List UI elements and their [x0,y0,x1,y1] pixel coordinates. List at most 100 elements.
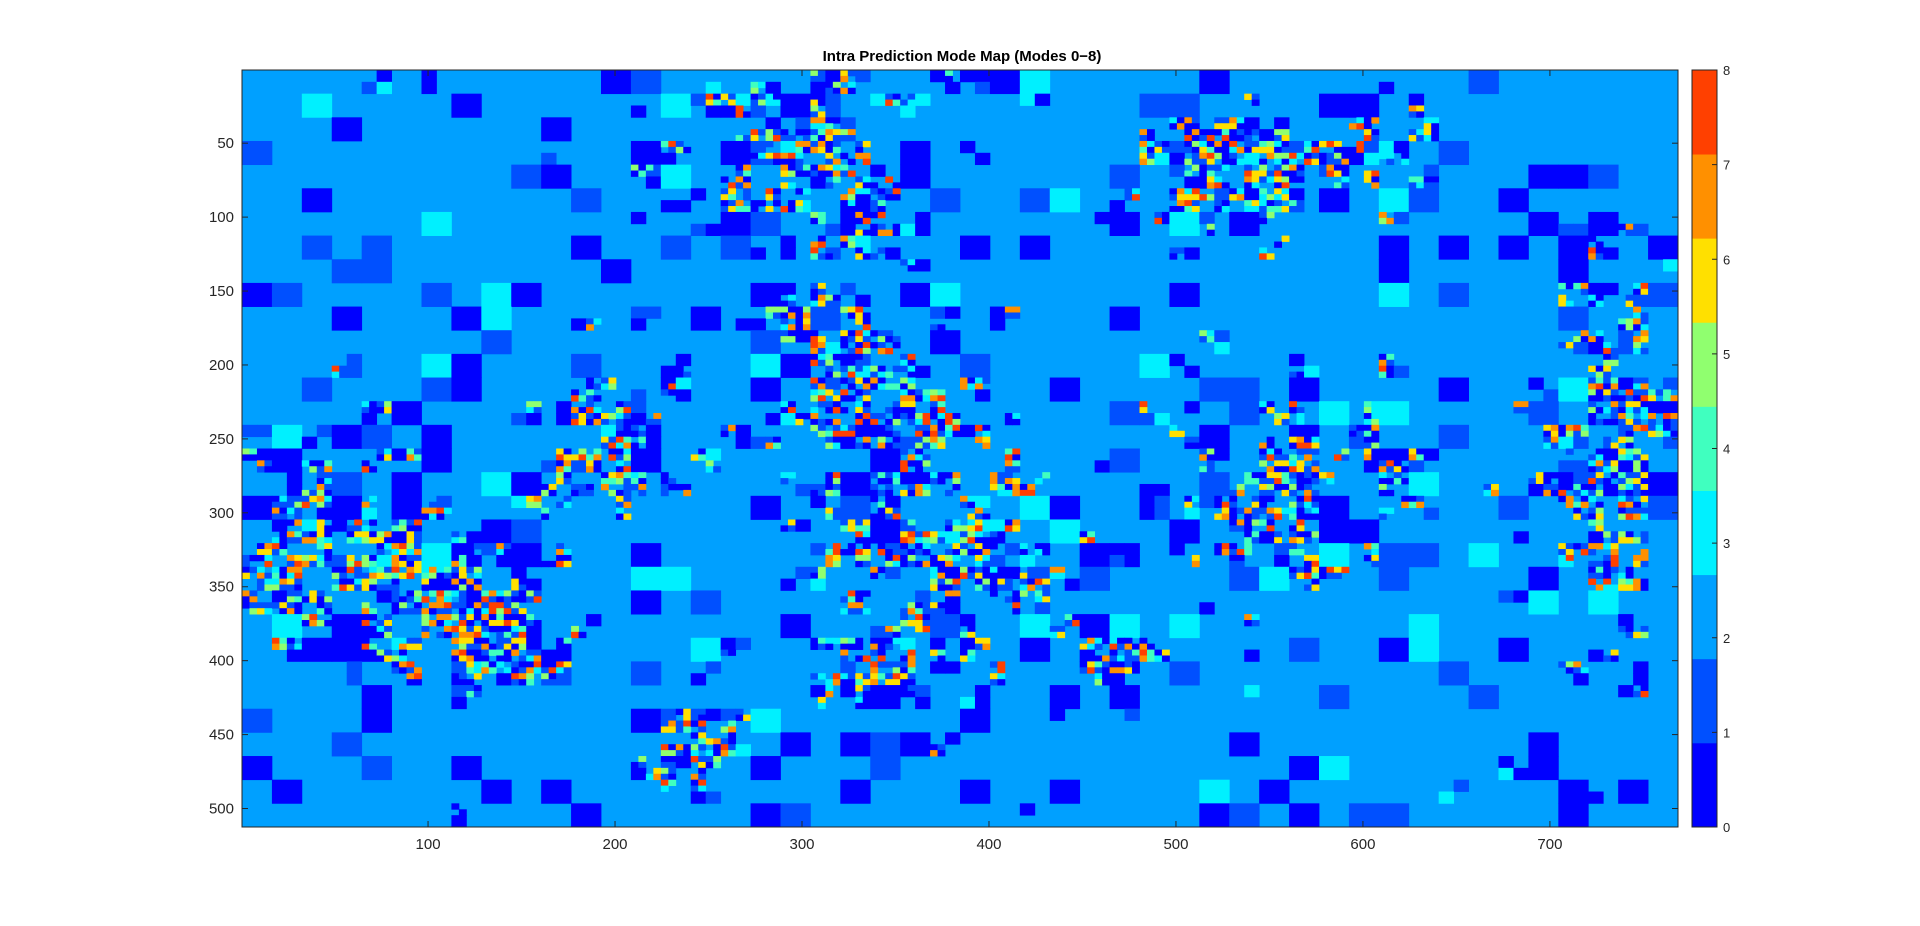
heatmap-cell [810,395,819,402]
heatmap-cell [668,767,677,775]
heatmap-cell [877,336,886,343]
heatmap-cell [660,726,669,733]
heatmap-cell [1169,194,1178,201]
heatmap-cell [862,655,871,662]
heatmap-cell [1214,164,1223,171]
heatmap-cell [1004,543,1021,556]
heatmap-cell [578,454,587,461]
heatmap-cell [1573,483,1582,491]
heatmap-cell [1102,673,1110,680]
heatmap-cell [1595,466,1604,473]
heatmap-cell [915,424,924,432]
heatmap-cell [1087,667,1096,674]
heatmap-cell [1363,123,1372,130]
heatmap-cell [1229,211,1260,236]
heatmap-cell [1663,424,1671,432]
heatmap-cell [309,596,318,603]
heatmap-cell [735,744,751,757]
heatmap-cell [855,146,864,154]
heatmap-cell [683,714,692,721]
heatmap-cell [892,436,901,443]
heatmap-cell [1558,489,1567,497]
heatmap-cell [1670,395,1679,402]
heatmap-cell [787,401,796,408]
heatmap-cell [862,312,871,319]
heatmap-cell [1588,336,1597,343]
y-tick-label: 500 [209,801,234,818]
heatmap-cell [1191,554,1200,562]
heatmap-cell [309,495,318,503]
heatmap-cell [1102,679,1110,686]
heatmap-cell [1670,424,1679,432]
heatmap-cell [511,584,520,591]
heatmap-cell [1333,164,1342,171]
heatmap-cell [660,365,677,378]
heatmap-cell [466,661,475,668]
heatmap-cell [885,371,894,378]
heatmap-cell [563,667,572,674]
heatmap-cell [922,483,931,491]
heatmap-cell [1603,543,1612,550]
heatmap-cell [563,661,572,668]
heatmap-cell [481,655,490,662]
heatmap-cell [892,679,901,686]
heatmap-cell [885,99,894,106]
heatmap-cell [309,489,318,497]
heatmap-cell [922,454,931,461]
heatmap-cell [361,507,378,520]
heatmap-cell [900,140,931,166]
heatmap-cell [1371,424,1380,432]
heatmap-cell [1565,554,1574,562]
heatmap-cell [870,330,879,337]
heatmap-cell [1251,495,1260,503]
heatmap-cell [1034,543,1043,550]
heatmap-cell [406,673,415,680]
heatmap-cell [1304,513,1312,520]
heatmap-cell [855,247,864,254]
heatmap-cell [421,608,430,615]
heatmap-cell [1274,117,1290,130]
heatmap-cell [870,206,879,213]
heatmap-cell [623,430,632,438]
heatmap-cell [780,140,789,148]
heatmap-cell [361,708,392,733]
heatmap-cell [1580,543,1589,550]
heatmap-cell [526,590,535,597]
heatmap-cell [1348,519,1380,544]
heatmap-cell [1528,211,1559,236]
heatmap-cell [660,472,669,479]
heatmap-cell [1633,478,1642,485]
heatmap-cell [967,572,976,580]
heatmap-cell [466,566,475,574]
heatmap-cell [1625,223,1634,231]
heatmap-cell [780,324,789,331]
heatmap-cell [825,223,841,236]
heatmap-cell [1304,442,1312,449]
heatmap-cell [1274,164,1283,171]
heatmap-cell [615,424,624,432]
heatmap-cell [1206,140,1215,148]
heatmap-cell [1393,472,1402,479]
heatmap-cell [825,93,841,106]
heatmap-cell [556,549,565,556]
heatmap-cell [496,673,512,686]
heatmap-cell [660,773,669,781]
heatmap-cell [1625,407,1634,414]
heatmap-cell [922,389,931,396]
heatmap-cell [885,336,894,343]
heatmap-cell [1595,294,1604,302]
heatmap-cell [1199,803,1230,828]
heatmap-cell [817,572,826,580]
heatmap-plot-area [242,70,1679,828]
heatmap-cell [376,655,385,662]
heatmap-cell [361,756,392,781]
heatmap-cell [406,448,415,455]
heatmap-cell [937,430,946,438]
heatmap-cell [817,424,826,432]
heatmap-cell [1244,543,1253,550]
heatmap-cell [668,726,677,733]
heatmap-cell [593,418,602,426]
heatmap-cell [840,75,849,83]
colorbar-tick-label: 6 [1723,252,1730,267]
heatmap-cell [324,495,333,503]
